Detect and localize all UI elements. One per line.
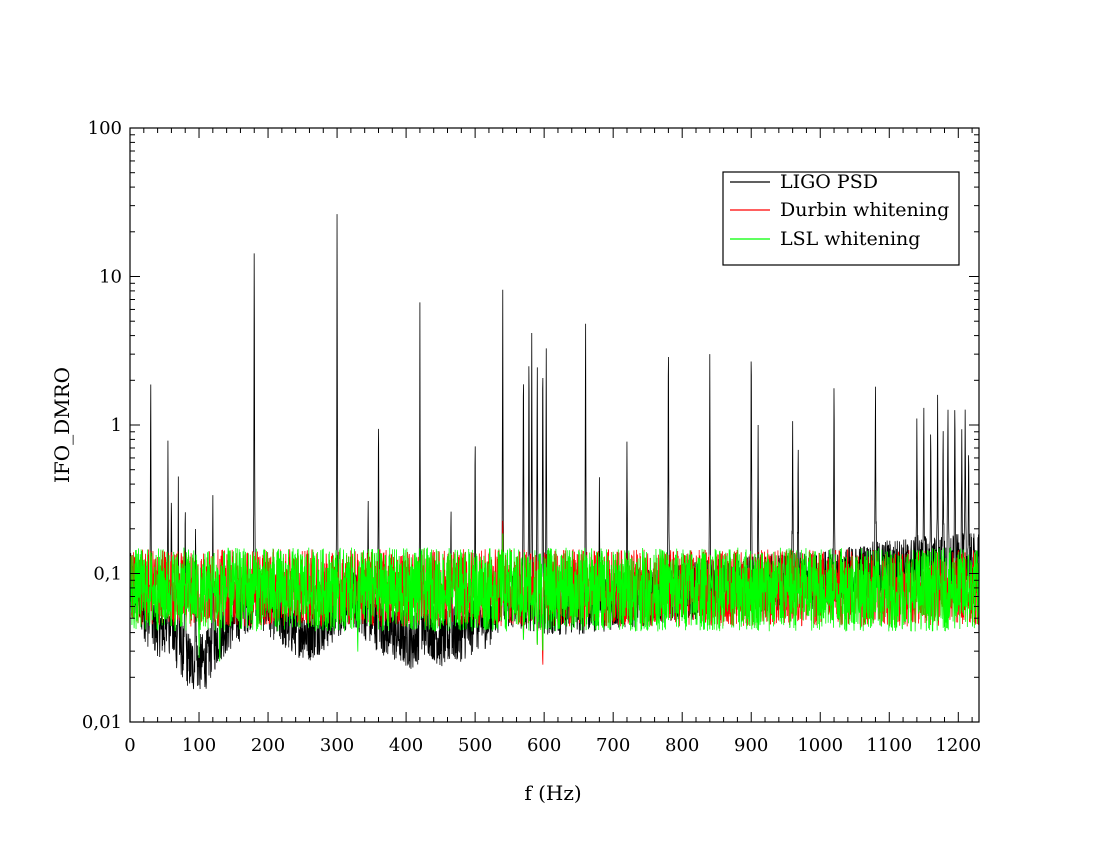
y-tick-label: 0,01 [82,712,122,733]
y-tick-label: 100 [88,118,122,139]
legend-label: LIGO PSD [780,171,878,193]
x-tick-label: 1000 [797,735,843,756]
x-tick-label: 100 [182,735,216,756]
x-tick-label: 900 [734,735,768,756]
x-tick-label: 1100 [866,735,912,756]
x-tick-label: 600 [527,735,561,756]
y-tick-label: 0,1 [93,564,122,585]
y-tick-label: 10 [99,267,122,288]
legend: LIGO PSD Durbin whitening LSL whitening [722,171,960,266]
x-tick-label: 300 [320,735,354,756]
y-tick-label: 1 [111,415,122,436]
series-layer [129,214,980,690]
legend-label: Durbin whitening [780,199,949,221]
x-tick-label: 400 [389,735,423,756]
x-axis-title: f (Hz) [524,781,581,805]
x-tick-label: 800 [665,735,699,756]
x-tick-label: 200 [251,735,285,756]
legend-label: LSL whitening [780,228,920,250]
ticks-layer: 0 100 200 300 400 500 600 700 800 900 1000 1100 1200… [82,118,981,756]
series-line-2 [129,533,980,662]
x-tick-label: 500 [458,735,492,756]
x-tick-label: 0 [124,735,135,756]
legend-box [722,171,960,266]
y-axis-title: IFO_DMRO [50,367,74,483]
x-tick-label: 700 [596,735,630,756]
x-tick-label: 1200 [935,735,981,756]
